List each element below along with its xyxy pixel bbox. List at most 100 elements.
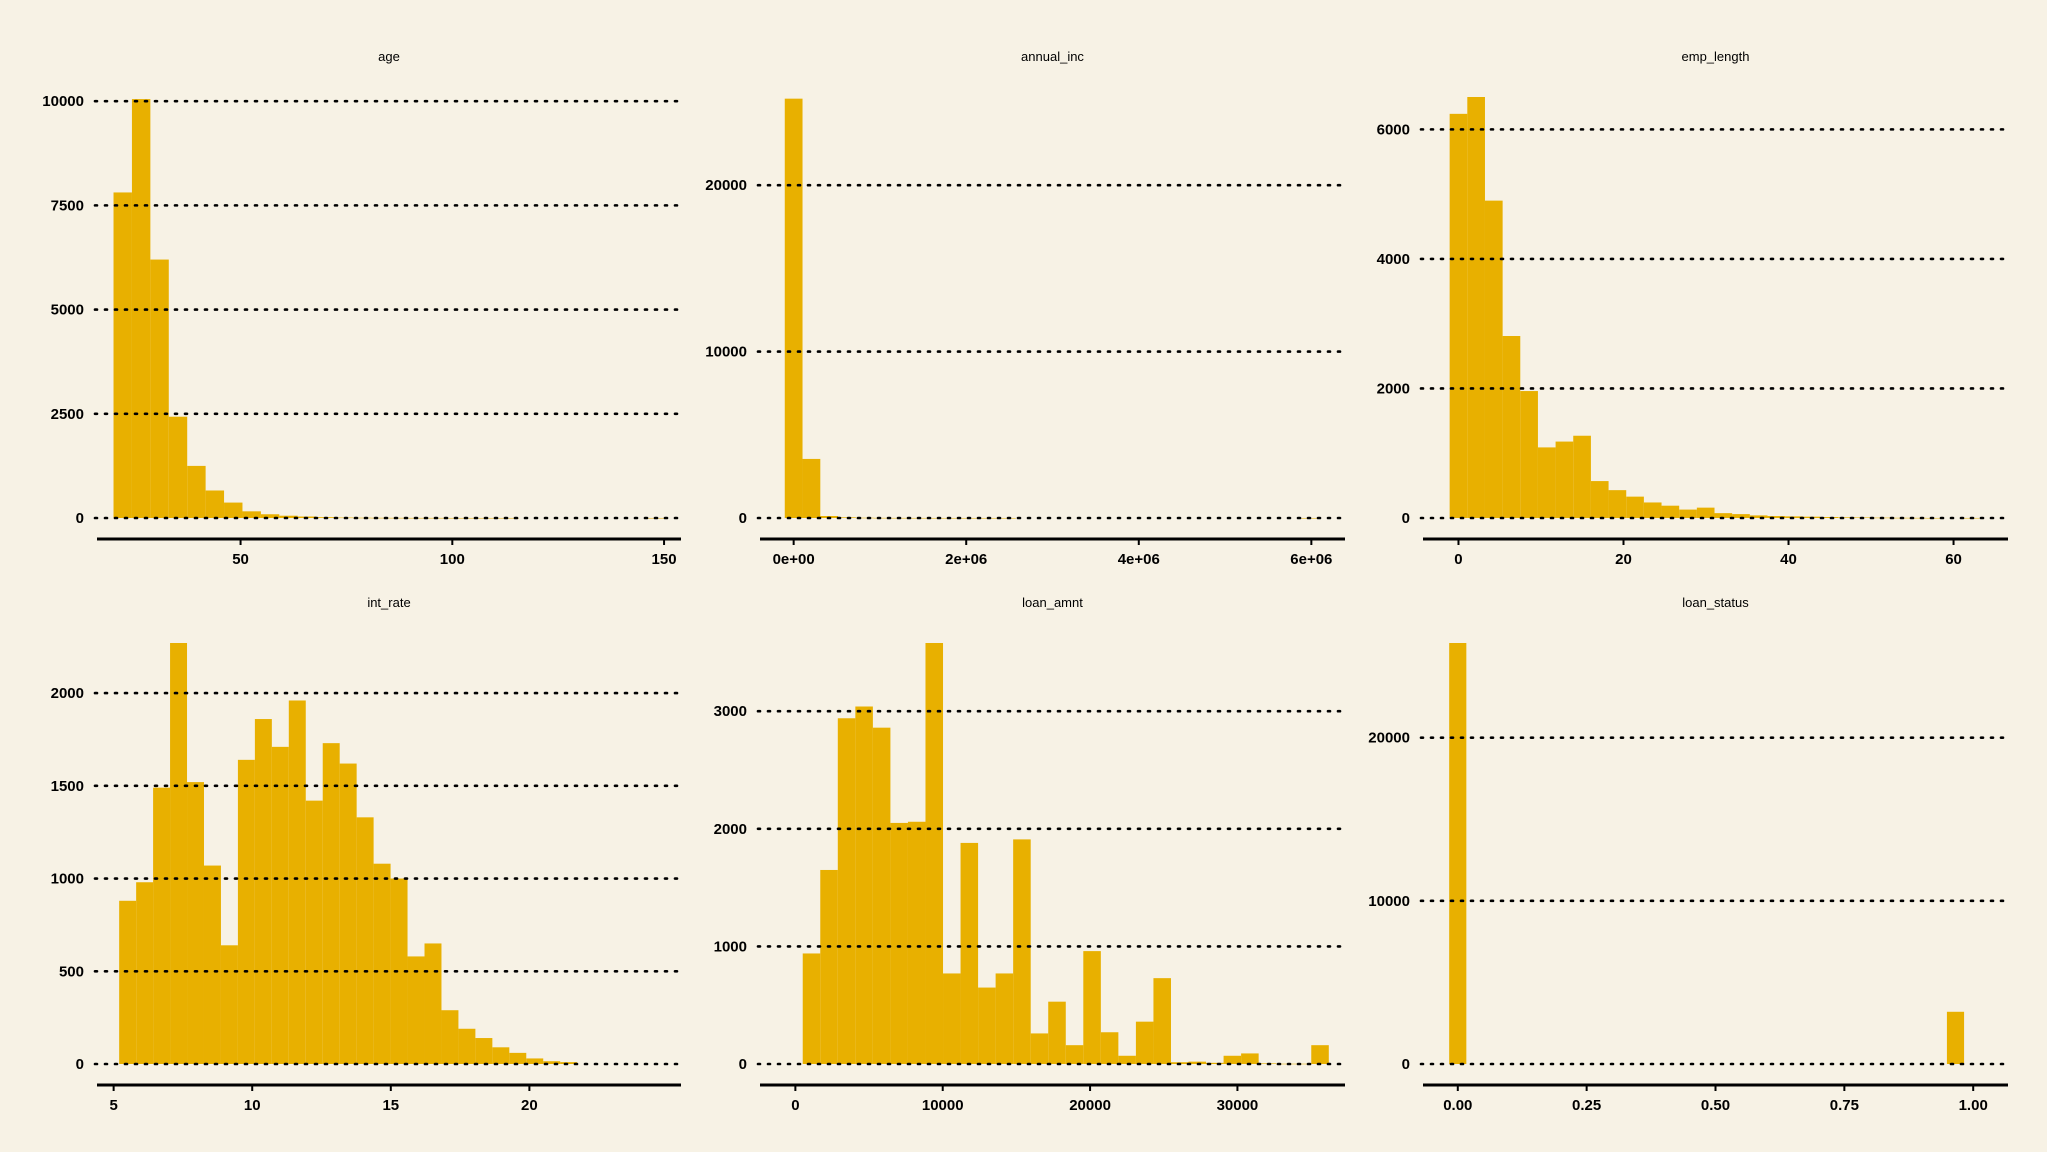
histogram-bar: [463, 517, 482, 519]
histogram-bar: [305, 800, 323, 1064]
histogram-bar: [925, 643, 944, 1064]
y-tick-label: 3000: [714, 703, 747, 720]
histogram-bar: [353, 517, 372, 519]
histogram-bar: [237, 759, 255, 1064]
x-tick-label: 20: [1615, 551, 1632, 568]
y-tick-label: 2000: [51, 685, 84, 702]
histogram-bar: [371, 517, 390, 519]
y-tick-label: 4000: [1377, 251, 1410, 268]
histogram-bar: [389, 517, 409, 519]
histogram-bar: [205, 490, 225, 518]
histogram-bar: [322, 743, 340, 1064]
histogram-bar: [784, 98, 803, 518]
x-tick-label: 0.00: [1443, 1097, 1472, 1114]
histogram-bar: [962, 517, 981, 519]
x-tick-label: 10: [244, 1097, 261, 1114]
histogram-bar: [1241, 1053, 1259, 1064]
histogram-bar: [220, 945, 238, 1064]
x-tick-label: 6e+06: [1290, 551, 1332, 568]
histogram-bar: [1048, 1001, 1066, 1064]
histogram-bar: [1520, 391, 1538, 518]
x-tick-label: 1.00: [1959, 1097, 1988, 1114]
histogram-bar: [373, 863, 391, 1064]
histogram-bar: [1643, 502, 1662, 518]
histogram-bar: [407, 956, 425, 1064]
histogram-bar: [1590, 481, 1609, 518]
histogram-bar: [1276, 1063, 1294, 1065]
y-tick-label: 1500: [51, 778, 84, 795]
histogram-bar: [802, 458, 821, 518]
histogram-bar: [424, 943, 442, 1064]
y-tick-label: 7500: [51, 197, 84, 214]
x-tick-label: 0: [791, 1097, 799, 1114]
histogram-bar: [1732, 514, 1750, 518]
histogram-bar: [1030, 1033, 1049, 1064]
histogram-bar: [926, 517, 945, 519]
histogram-bar: [1855, 517, 1874, 518]
y-tick-label: 6000: [1377, 121, 1410, 138]
histogram-bar: [1467, 97, 1485, 518]
histogram-bar: [279, 515, 298, 518]
histogram-bar: [560, 1062, 578, 1064]
histogram-bar: [260, 514, 280, 518]
y-tick-label: 2000: [1377, 380, 1410, 397]
histogram-bar: [1555, 441, 1574, 518]
histogram-bar: [1820, 517, 1839, 518]
histogram-panel-emp_length: emp_length 0 2000 4000 6000 0 20 40 60: [1377, 49, 2010, 568]
histogram-bar: [820, 869, 838, 1064]
histogram-bar: [441, 1010, 459, 1064]
histogram-bar: [960, 842, 979, 1064]
histogram-bar: [224, 502, 243, 518]
x-tick-label: 0.25: [1572, 1097, 1601, 1114]
y-tick-label: 0: [739, 1056, 747, 1073]
histogram-bar: [855, 517, 874, 519]
histogram-panel-loan_status: loan_status 0 10000 20000 0.00 0.25 0.50 0.75 1.…: [1368, 595, 2010, 1114]
histogram-bar: [475, 1038, 493, 1064]
x-tick-label: 60: [1945, 551, 1962, 568]
histogram-bar: [339, 763, 357, 1064]
panel-title: age: [378, 49, 400, 64]
histogram-bar: [872, 727, 891, 1064]
histogram-bar: [203, 865, 221, 1064]
histogram-bar: [1714, 513, 1733, 518]
histogram-bar: [500, 517, 519, 519]
histogram-bar: [1311, 1045, 1329, 1064]
histogram-bar: [136, 882, 154, 1064]
y-tick-label: 10000: [1368, 893, 1410, 910]
panel-title: emp_length: [1682, 49, 1750, 64]
histogram-bar: [873, 517, 892, 519]
histogram-bar: [1537, 447, 1556, 518]
histogram-bar: [288, 700, 306, 1064]
histogram-bar: [907, 821, 926, 1064]
histogram-bar: [837, 718, 856, 1064]
histogram-bar: [254, 719, 272, 1064]
histogram-bar: [481, 517, 501, 519]
histogram-bar: [1696, 507, 1715, 518]
histogram-bar: [458, 1028, 476, 1064]
histogram-bar: [113, 192, 132, 518]
x-tick-label: 150: [652, 551, 677, 568]
histogram-bar: [509, 1052, 527, 1064]
histogram-bar: [1608, 490, 1627, 518]
histogram-bar: [1661, 505, 1680, 518]
panel-title: loan_amnt: [1022, 595, 1083, 610]
histogram-bar: [492, 1047, 510, 1064]
y-tick-label: 0: [1402, 510, 1410, 527]
y-tick-label: 0: [76, 510, 84, 527]
histogram-bar: [1206, 1062, 1224, 1064]
y-tick-label: 2000: [714, 821, 747, 838]
histogram-bar: [187, 782, 204, 1064]
histogram-panel-annual_inc: annual_inc 0 10000 20000 0e+00 2e+06 4e+06 6e+0…: [705, 49, 1347, 568]
histogram-bar: [943, 973, 961, 1064]
x-tick-label: 0: [1454, 551, 1462, 568]
histogram-bar: [1135, 1021, 1154, 1064]
histogram-bar: [390, 878, 408, 1064]
histogram-bar: [1626, 496, 1644, 518]
histogram-panel-int_rate: int_rate 0 500 1000 1500 2000 5 10 15 20: [51, 595, 683, 1114]
panel-title: annual_inc: [1021, 49, 1084, 64]
histogram-bar: [1484, 200, 1503, 518]
y-tick-label: 20000: [1368, 730, 1410, 747]
histogram-bar: [1223, 1055, 1242, 1064]
histogram-bar: [944, 517, 963, 519]
